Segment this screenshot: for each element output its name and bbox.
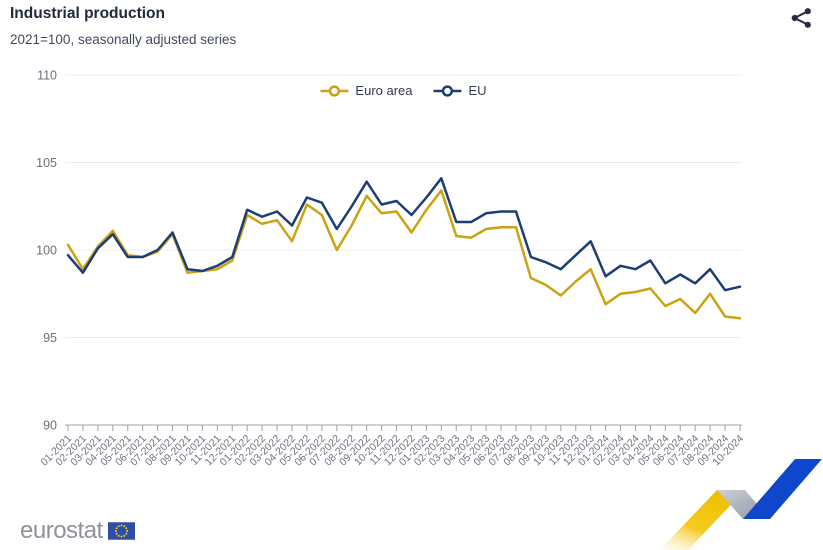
euro-area-marker-icon	[320, 84, 349, 97]
page-subtitle: 2021=100, seasonally adjusted series	[10, 32, 237, 47]
legend-label-eu: EU	[468, 83, 487, 98]
y-tick-label: 90	[43, 419, 57, 433]
series-line-eu[interactable]	[66, 177, 742, 292]
y-tick-label: 95	[43, 331, 57, 345]
y-tick-label: 105	[36, 156, 57, 170]
share-button[interactable]	[790, 6, 814, 30]
share-icon	[791, 8, 811, 28]
chart-header: Industrial production 2021=100, seasonal…	[10, 4, 236, 49]
eu-flag-icon	[107, 522, 135, 540]
legend-item-eu[interactable]: EU	[433, 83, 487, 98]
legend-item-euro-area[interactable]: Euro area	[319, 83, 413, 98]
chart-legend: Euro area EU	[319, 83, 487, 98]
eurostat-logo: eurostat	[20, 519, 135, 543]
legend-label-euro-area: Euro area	[355, 83, 413, 98]
eurostat-ribbon-decoration-icon	[660, 459, 822, 550]
y-tick-label: 100	[36, 244, 57, 258]
page-title: Industrial production	[10, 5, 165, 22]
eu-marker-icon	[433, 84, 462, 97]
y-tick-label: 110	[37, 69, 57, 83]
eurostat-logo-text: eurostat	[20, 517, 103, 544]
